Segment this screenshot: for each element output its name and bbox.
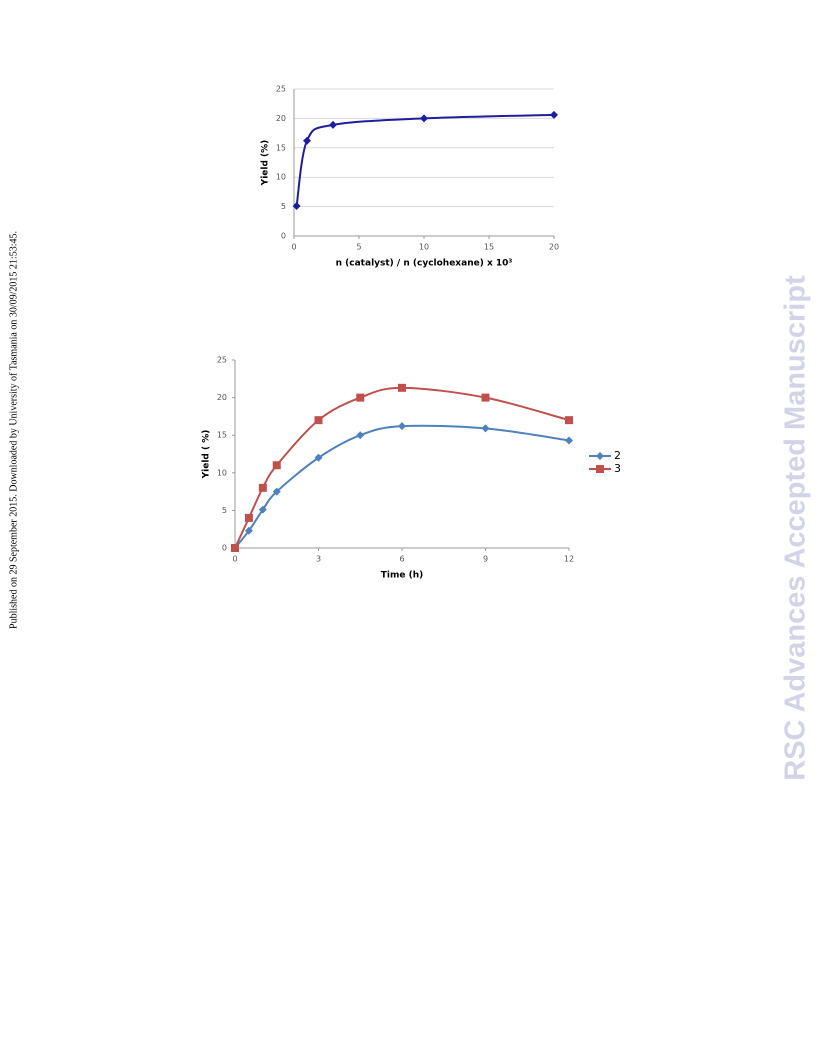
- marker: [231, 544, 239, 552]
- marker: [258, 505, 267, 514]
- marker: [481, 393, 490, 402]
- x-tick-label: 3: [316, 555, 321, 564]
- legend-marker: [596, 452, 604, 460]
- y-tick-label: 5: [222, 506, 227, 515]
- marker: [303, 136, 311, 145]
- marker: [550, 110, 558, 119]
- marker: [272, 461, 281, 470]
- marker: [244, 526, 253, 535]
- marker: [292, 202, 301, 211]
- x-tick-label: 10: [419, 243, 429, 252]
- marker: [314, 453, 323, 462]
- marker: [258, 483, 267, 492]
- y-tick-label: 20: [217, 393, 227, 402]
- marker: [398, 383, 406, 392]
- y-tick-label: 25: [276, 85, 286, 94]
- x-tick-label: 0: [232, 555, 237, 564]
- marker: [314, 416, 323, 425]
- x-tick-label: 12: [564, 555, 574, 564]
- legend-label: 3: [614, 462, 621, 475]
- y-tick-label: 5: [281, 202, 286, 211]
- marker: [272, 487, 281, 496]
- marker: [398, 422, 406, 431]
- series-line: [295, 113, 555, 207]
- marker: [329, 120, 337, 129]
- x-axis-label: n (catalyst) / n (cyclohexane) x 10³: [336, 259, 513, 269]
- y-tick-label: 20: [276, 114, 286, 123]
- x-axis-label: Time (h): [381, 571, 423, 581]
- y-axis-label: Yield ( %): [202, 430, 212, 480]
- y-tick-label: 0: [222, 544, 227, 553]
- x-tick-label: 0: [291, 243, 296, 252]
- marker: [356, 393, 365, 402]
- y-tick-label: 10: [217, 468, 227, 477]
- y-axis-label: Yield (%): [261, 140, 271, 187]
- marker: [244, 513, 253, 522]
- legend-marker: [596, 465, 604, 473]
- watermark: RSC Advances Accepted Manuscript: [780, 275, 812, 781]
- marker: [565, 416, 573, 425]
- y-tick-label: 15: [276, 143, 286, 152]
- x-tick-label: 5: [356, 243, 361, 252]
- x-tick-label: 9: [483, 555, 488, 564]
- series-line: [234, 424, 570, 549]
- y-tick-label: 25: [217, 356, 227, 365]
- marker: [356, 431, 365, 440]
- marker: [565, 436, 573, 445]
- legend-label: 2: [614, 449, 621, 462]
- x-tick-label: 6: [399, 555, 404, 564]
- series-line: [234, 386, 570, 549]
- y-tick-label: 15: [217, 431, 227, 440]
- marker: [420, 114, 428, 123]
- y-tick-label: 10: [276, 173, 286, 182]
- x-tick-label: 20: [549, 243, 559, 252]
- y-tick-label: 0: [281, 232, 286, 241]
- marker: [481, 424, 490, 433]
- x-tick-label: 15: [484, 243, 494, 252]
- margin-note: Published on 29 September 2015. Download…: [8, 231, 19, 629]
